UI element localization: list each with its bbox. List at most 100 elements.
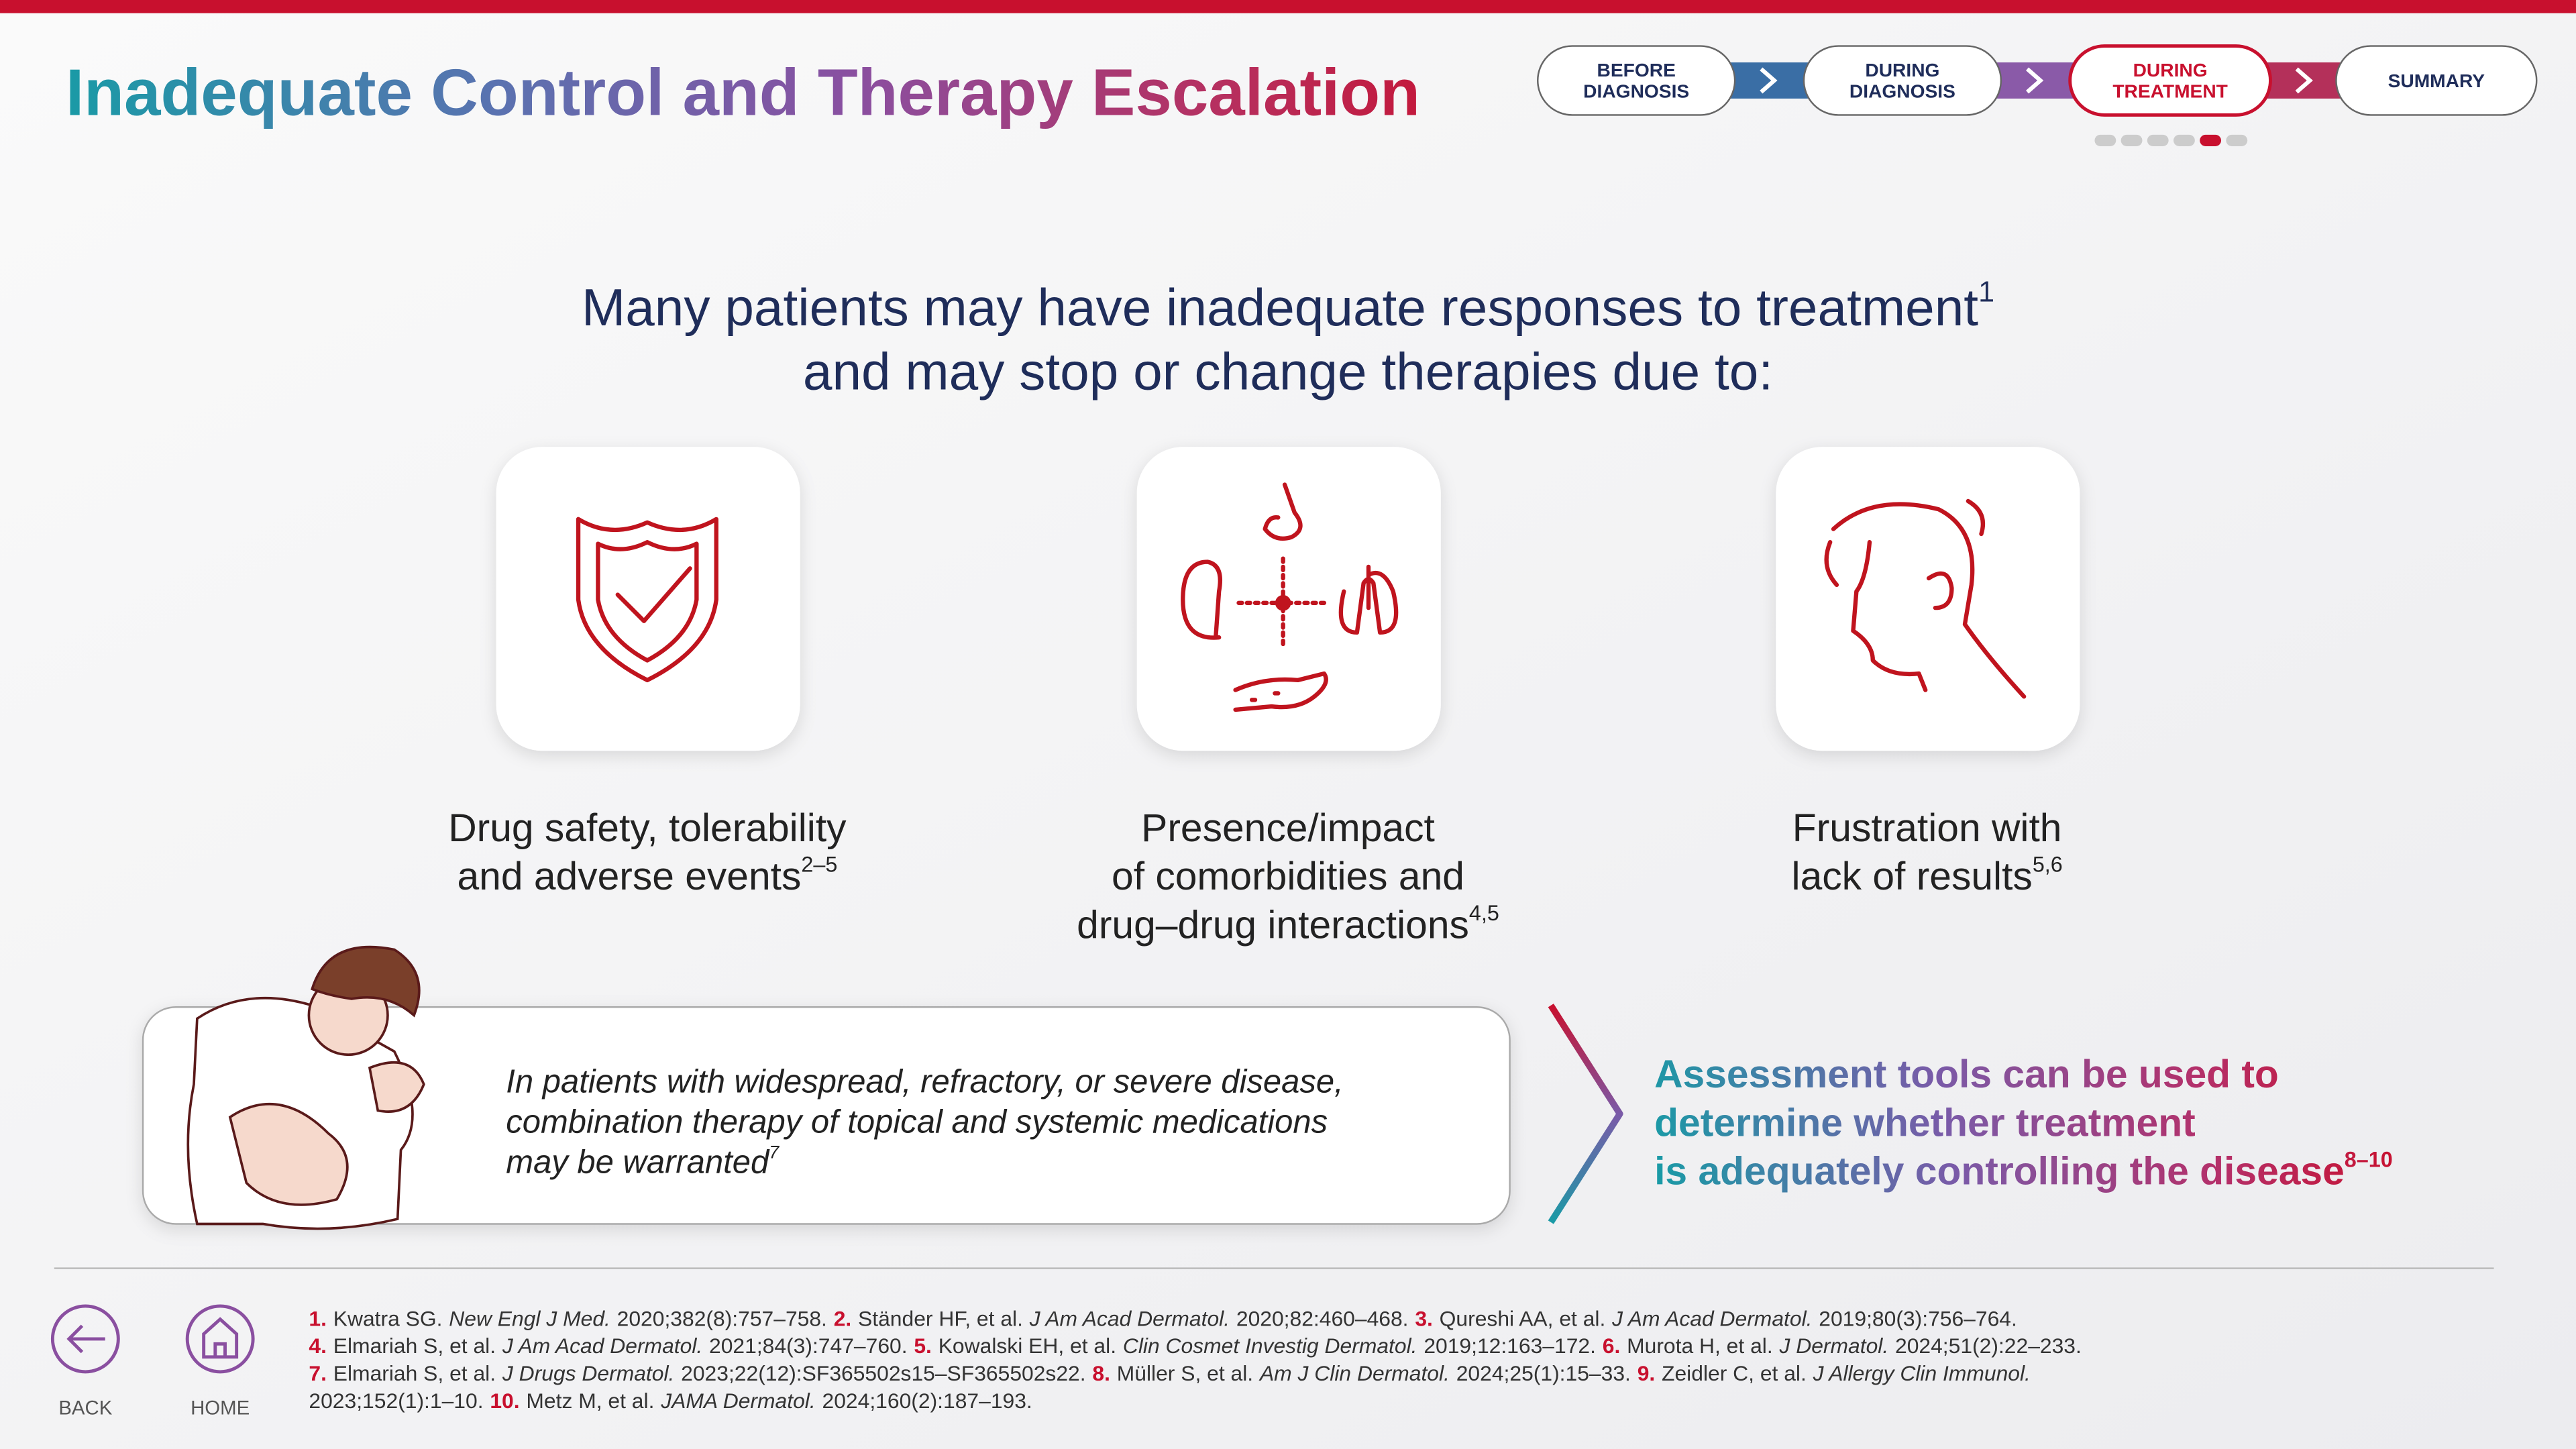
reason-label-line: lack of results — [1792, 855, 2033, 898]
home-label[interactable]: HOME — [191, 1397, 250, 1419]
reference-authors: Ständer HF, et al. — [858, 1306, 1023, 1330]
assessment-text-line: determine whether treatment — [1654, 1101, 2196, 1144]
reference-number: 2. — [834, 1306, 852, 1330]
reference-journal: J Am Acad Dermatol. — [1611, 1306, 1812, 1330]
reference-citation: 2023;152(1):1–10. — [309, 1389, 483, 1413]
reference-citation: 2021;84(3):747–760. — [709, 1334, 908, 1358]
reference-citation: 2024;25(1):15–33. — [1456, 1361, 1631, 1385]
reference-journal: J Am Acad Dermatol. — [502, 1334, 702, 1358]
reason-label-line: Presence/impact — [1141, 806, 1435, 850]
reason-label-line: Drug safety, tolerability — [448, 806, 847, 850]
reference-authors: Metz M, et al. — [526, 1389, 654, 1413]
footer-buttons — [50, 1304, 255, 1374]
nav-step-label: SUMMARY — [2388, 70, 2485, 91]
reference-journal: J Allergy Clin Immunol. — [1813, 1361, 2031, 1385]
assessment-text-line: is adequately controlling the disease — [1654, 1150, 2345, 1193]
reference-number: 7. — [309, 1361, 327, 1385]
reference-journal: J Drugs Dermatol. — [502, 1361, 674, 1385]
reference-journal: J Am Acad Dermatol. — [1029, 1306, 1230, 1330]
reference-citation: 2020;82:460–468. — [1236, 1306, 1409, 1330]
nav-step-label: DURING — [1865, 60, 1939, 80]
reason-label: of comorbidities and — [1112, 855, 1464, 898]
reference-authors: Kowalski EH, et al. — [938, 1334, 1116, 1358]
back-label[interactable]: BACK — [58, 1397, 112, 1419]
reference-journal: Clin Cosmet Investig Dermatol. — [1123, 1334, 1417, 1358]
nav — [1537, 44, 2538, 117]
reference-line: 1. Kwatra SG. New Engl J Med. 2020;382(8):7… — [309, 1306, 2017, 1330]
nav-step-label: TREATMENT — [2112, 81, 2228, 102]
nav-step[interactable] — [1803, 45, 2002, 116]
reference-number: 5. — [914, 1334, 932, 1358]
nav-connector — [2260, 62, 2347, 99]
reference-citation: 2023;22(12):SF365502s15–SF365502s22. — [681, 1361, 1085, 1385]
superscript: 5,6 — [2033, 853, 2063, 877]
nav-connector — [1725, 62, 1814, 99]
progress-dots — [2094, 134, 2248, 146]
reference-journal: New Engl J Med. — [449, 1306, 610, 1330]
callout-text-line: combination therapy of topical and syste… — [506, 1104, 1328, 1140]
assessment-text: Assessment tools can be used to — [1654, 1053, 2279, 1096]
reference-authors: Kwatra SG. — [333, 1306, 443, 1330]
reference-number: 4. — [309, 1334, 327, 1358]
nav-step[interactable] — [2068, 44, 2272, 117]
top-bar — [0, 0, 2576, 13]
reason-label: and adverse events2–5 — [457, 853, 837, 898]
reason-label: Presence/impact — [1141, 806, 1435, 850]
icons — [576, 482, 2027, 712]
reference-authors: Elmariah S, et al. — [333, 1334, 496, 1358]
callout-text: may be warranted7 — [506, 1142, 780, 1181]
superscript: 2–5 — [801, 853, 837, 877]
back-button[interactable] — [50, 1304, 120, 1374]
reference-citation: 2019;80(3):756–764. — [1819, 1306, 2017, 1330]
title: Inadequate Control and Therapy Escalatio… — [66, 55, 1420, 129]
headline-line: Many patients may have inadequate respon… — [582, 278, 1978, 337]
superscript: 4,5 — [1469, 901, 1499, 925]
callout-text-line: In patients with widespread, refractory,… — [506, 1064, 1343, 1100]
reference-line: 4. Elmariah S, et al. J Am Acad Dermatol. 2… — [309, 1334, 2081, 1358]
callout-chevron — [1548, 1004, 1623, 1224]
headline: Many patients may have inadequate respon… — [582, 276, 1994, 337]
reason-label-line: drug–drug interactions — [1077, 903, 1469, 947]
superscript: 1 — [1978, 276, 1994, 309]
reference-authors: Zeidler C, et al. — [1662, 1361, 1807, 1385]
headline-line: and may stop or change therapies due to: — [803, 341, 1773, 400]
reference-number: 10. — [490, 1389, 519, 1413]
reference-number: 8. — [1092, 1361, 1110, 1385]
reference-line: 7. Elmariah S, et al. J Drugs Dermatol. 202… — [309, 1361, 2031, 1385]
nav-step-label: DIAGNOSIS — [1583, 81, 1689, 102]
reason-label: Frustration with — [1792, 806, 2062, 850]
reference-authors: Elmariah S, et al. — [333, 1361, 496, 1385]
reference-number: 9. — [1638, 1361, 1656, 1385]
reference-number: 3. — [1415, 1306, 1433, 1330]
reference-citation: 2024;51(2):22–233. — [1895, 1334, 2082, 1358]
nav-step[interactable] — [1537, 45, 1736, 116]
callout-text: combination therapy of topical and syste… — [506, 1104, 1328, 1140]
assessment-text: determine whether treatment — [1654, 1101, 2196, 1144]
reference-authors: Murota H, et al. — [1627, 1334, 1773, 1358]
nav-step[interactable] — [2335, 45, 2538, 116]
reference-authors: Müller S, et al. — [1117, 1361, 1253, 1385]
headline: and may stop or change therapies due to: — [803, 341, 1773, 400]
reference-journal: J Dermatol. — [1778, 1334, 1888, 1358]
reference-citation: 2020;382(8):757–758. — [617, 1306, 827, 1330]
nav-connector — [1991, 62, 2080, 99]
reason-label: lack of results5,6 — [1792, 853, 2063, 898]
reference-journal: JAMA Dermatol. — [660, 1389, 816, 1413]
reason-label-line: of comorbidities and — [1112, 855, 1464, 898]
superscript: 8–10 — [2345, 1147, 2393, 1171]
callout-text-line: may be warranted — [506, 1144, 770, 1181]
nav-step-label: DIAGNOSIS — [1849, 81, 1955, 102]
superscript: 7 — [769, 1142, 780, 1163]
reference-citation: 2019;12:163–172. — [1424, 1334, 1596, 1358]
patient-illustration — [186, 945, 425, 1230]
nav-chevrons — [1760, 67, 2313, 94]
reason-label-line: and adverse events — [457, 855, 801, 898]
reason-label-line: Frustration with — [1792, 806, 2062, 850]
nav-step-label: BEFORE — [1597, 60, 1676, 80]
reference-line: 2023;152(1):1–10. 10. Metz M, et al. JAMA D… — [309, 1389, 1032, 1413]
home-button[interactable] — [185, 1304, 255, 1374]
callout-text: In patients with widespread, refractory,… — [506, 1064, 1343, 1100]
callout-box — [142, 1006, 1511, 1225]
